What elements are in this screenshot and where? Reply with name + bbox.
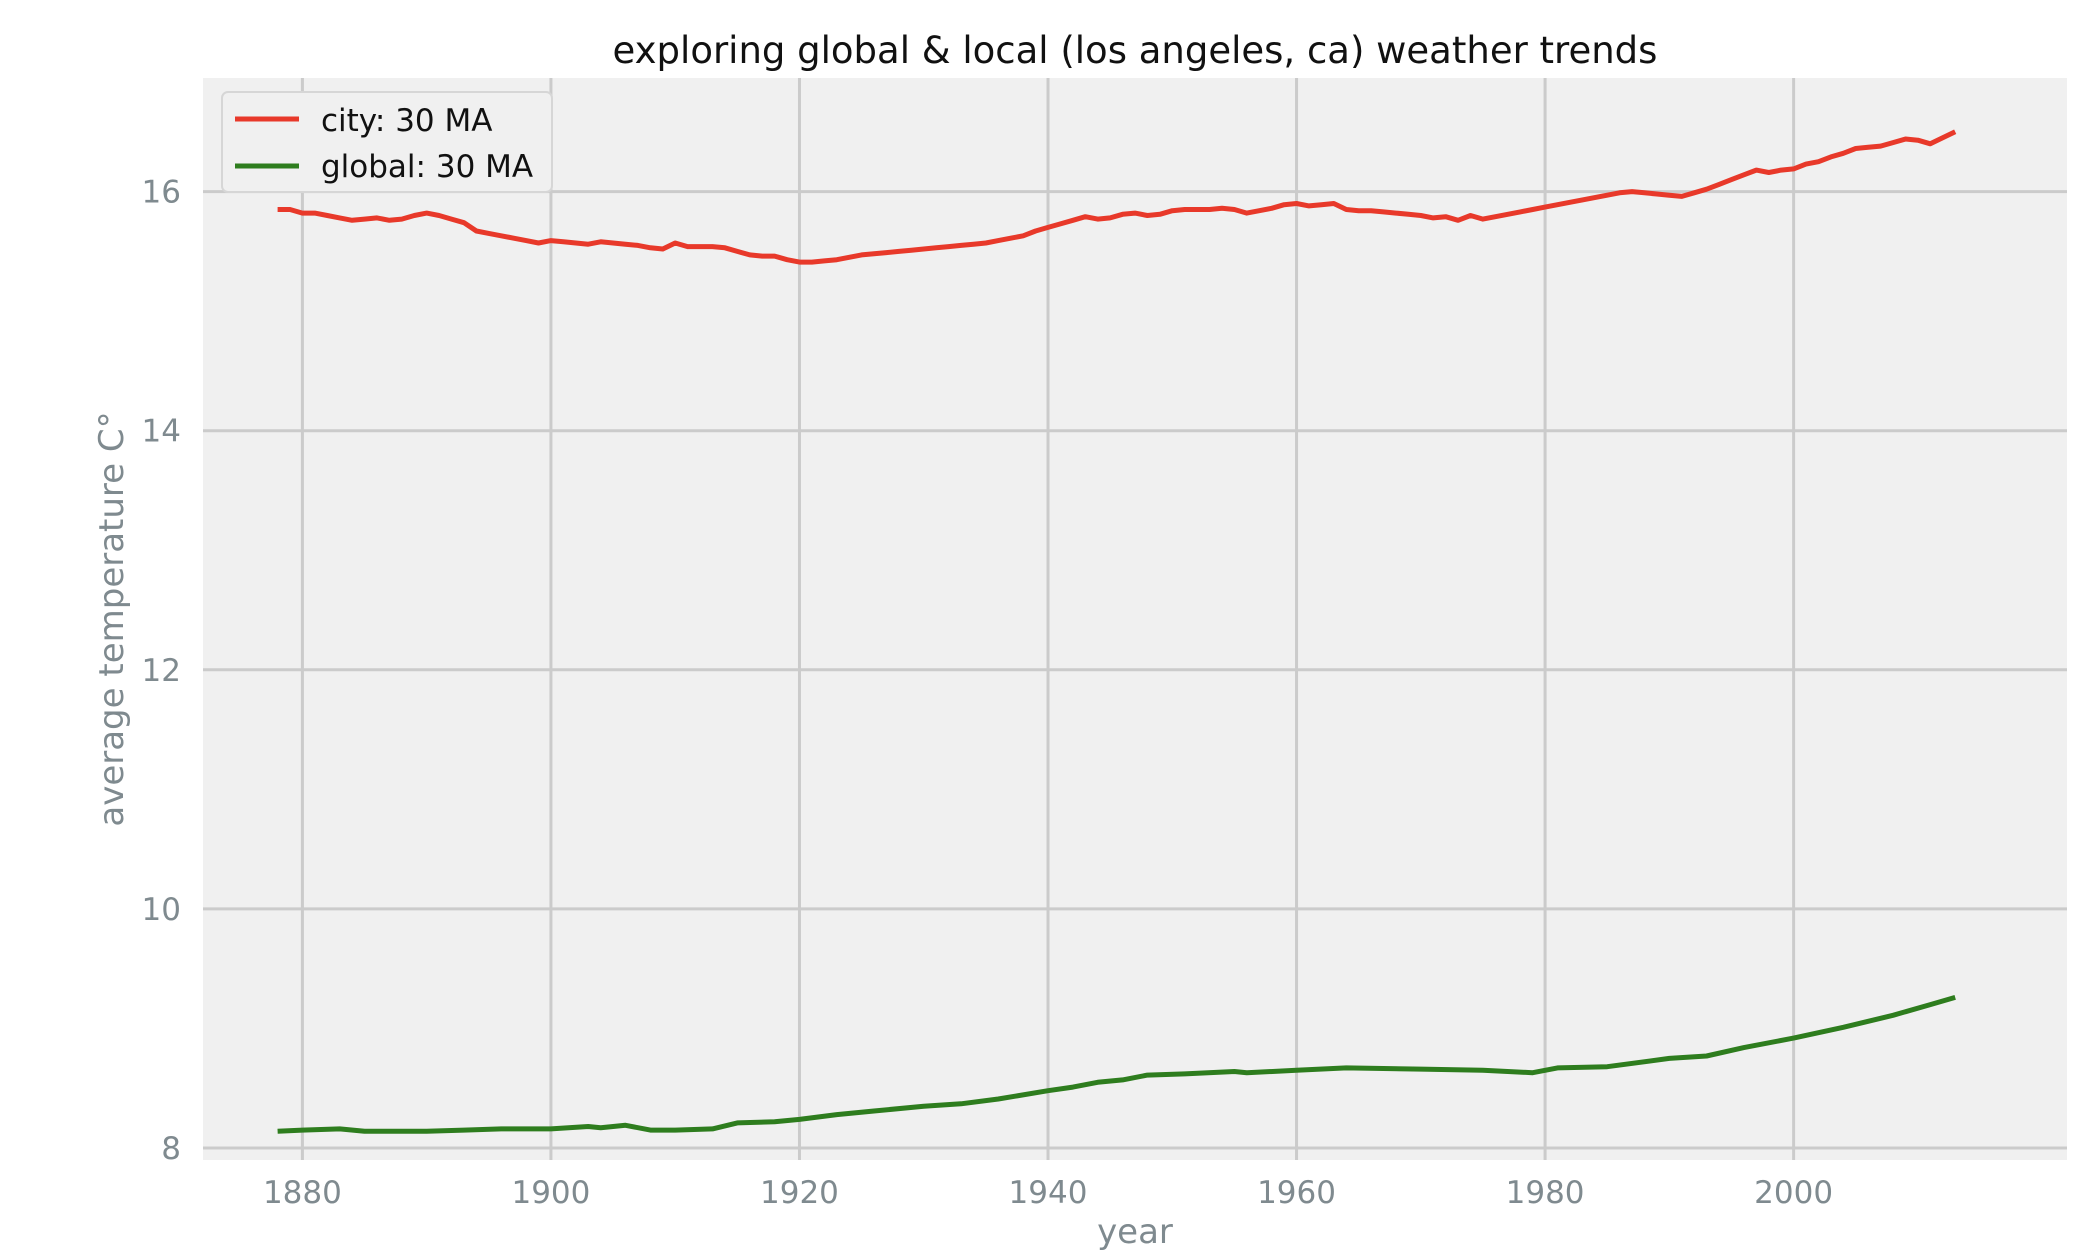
legend-label-city: city: 30 MA: [321, 103, 492, 139]
x-tick-label: 1920: [760, 1175, 839, 1211]
y-tick-label: 14: [142, 414, 181, 450]
x-tick-label: 1980: [1506, 1175, 1585, 1211]
x-tick-label: 2000: [1754, 1175, 1833, 1211]
x-tick-label: 1880: [263, 1175, 342, 1211]
series-lines: [277, 129, 1957, 1134]
tick-labels: 1880 1900 1920 1940 1960 1980 2000 8 10 12 14 16: [142, 175, 1834, 1211]
series-line-global: [277, 994, 1956, 1134]
x-tick-label: 1900: [511, 1175, 590, 1211]
legend-box: [221, 91, 553, 193]
x-axis-label: year: [1097, 1212, 1173, 1252]
y-tick-label: 12: [142, 653, 181, 689]
chart-title: exploring global & local (los angeles, c…: [613, 29, 1658, 72]
y-tick-label: 16: [142, 175, 181, 211]
x-tick-label: 1960: [1257, 1175, 1336, 1211]
plot-area: [203, 78, 2067, 1160]
y-tick-label: 8: [161, 1131, 181, 1167]
legend: city: 30 MA global: 30 MA: [221, 91, 553, 193]
x-tick-label: 1940: [1009, 1175, 1088, 1211]
series-line-city: [277, 129, 1957, 265]
y-axis-label: average temperature C°: [92, 411, 132, 826]
y-tick-label: 10: [142, 892, 181, 928]
legend-label-global: global: 30 MA: [321, 149, 533, 185]
grid: [203, 78, 2067, 1160]
